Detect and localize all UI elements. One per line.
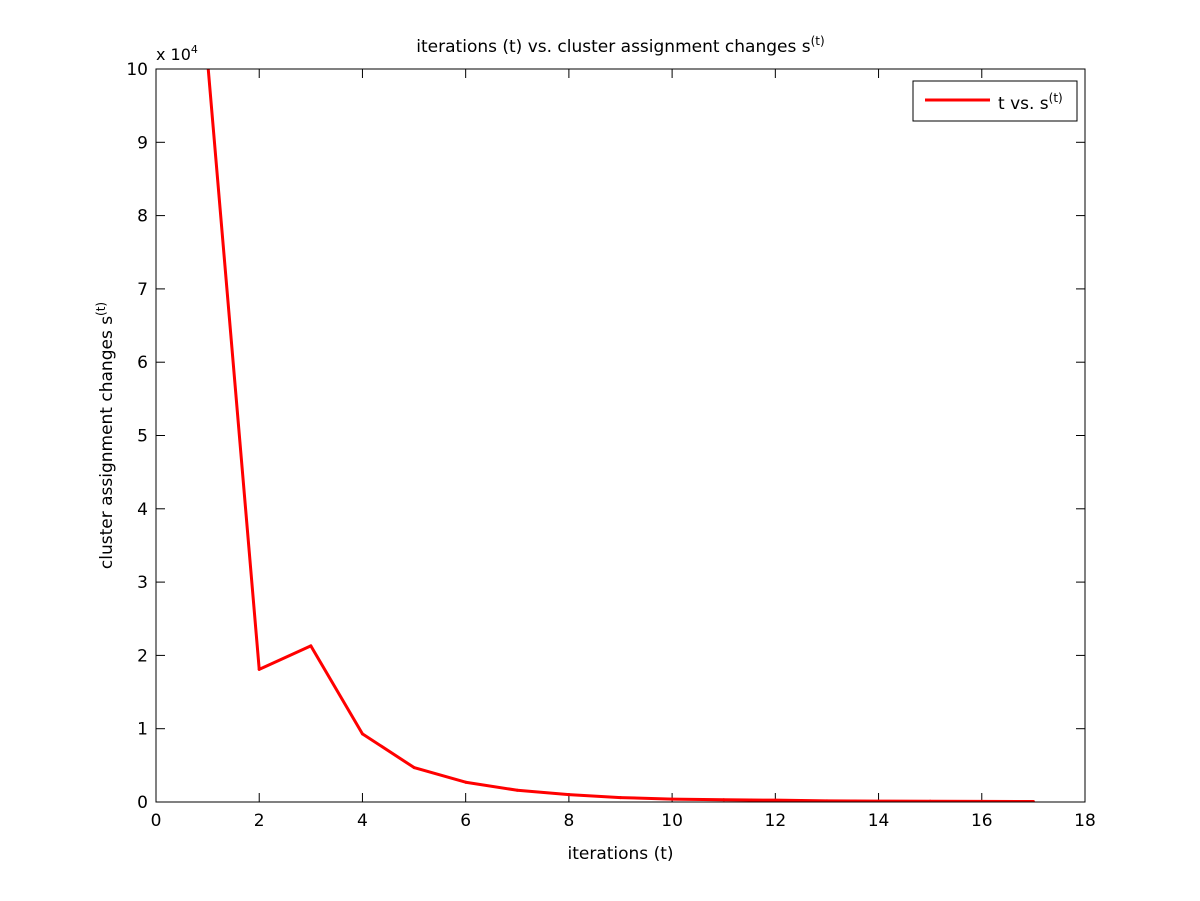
chart-title-superscript: (t) (811, 34, 825, 48)
chart-title: iterations (t) vs. cluster assignment ch… (416, 34, 824, 57)
legend: t vs. s(t) (912, 80, 1078, 122)
y-tick-label: 8 (137, 207, 148, 227)
x-tick-label: 0 (151, 811, 162, 831)
chart-title-main: iterations (t) vs. cluster assignment ch… (416, 37, 810, 57)
series-line-segment (360, 732, 416, 770)
y-tick-label: 10 (126, 60, 148, 80)
series-line-segment (257, 644, 313, 671)
series-layer (206, 69, 1035, 802)
series-group (206, 69, 1035, 802)
series-line-segment (670, 797, 726, 802)
x-tick-label: 4 (357, 811, 368, 831)
x-axis-label: iterations (t) (567, 844, 673, 864)
series-line-segment (412, 766, 468, 784)
series-line-segment (309, 644, 364, 736)
x-tick-label: 2 (254, 811, 265, 831)
series-line-segment (619, 796, 674, 801)
y-tick-label: 0 (137, 793, 148, 813)
legend-entry-label: t vs. s(t) (998, 91, 1063, 114)
x-tick-label: 16 (971, 811, 993, 831)
legend-entry-label-superscript: (t) (1049, 91, 1063, 105)
x-tick-label: 8 (563, 811, 574, 831)
plot-frame (155, 68, 1086, 803)
x-tick-label: 10 (661, 811, 683, 831)
y-tick-label: 5 (137, 427, 148, 447)
x-tick-label: 12 (765, 811, 787, 831)
legend-entry-label-main: t vs. s (998, 94, 1049, 114)
y-axis-label: cluster assignment changes s(t) (94, 302, 117, 569)
series-line-segment (567, 793, 622, 800)
y-axis-exponent: x 104 (156, 43, 198, 64)
x-tick-label: 6 (460, 811, 471, 831)
y-axis-exponent-power: 4 (191, 43, 198, 56)
y-tick-label: 7 (137, 280, 148, 300)
y-axis-label-main: cluster assignment changes s (97, 316, 117, 569)
y-axis-label-superscript: (t) (94, 302, 108, 316)
series-line-segment (206, 69, 261, 671)
x-tick-label: 18 (1074, 811, 1096, 831)
y-tick-label: 2 (137, 646, 148, 666)
series-line-segment (464, 780, 519, 792)
plot-area (156, 69, 1085, 802)
series-line-segment (773, 798, 829, 802)
y-tick-label: 6 (137, 353, 148, 373)
y-tick-label: 1 (137, 720, 148, 740)
y-axis-exponent-prefix: x 10 (156, 45, 191, 64)
x-tick-label: 14 (868, 811, 890, 831)
axis-ticks (155, 68, 1086, 803)
y-tick-label: 3 (137, 573, 148, 593)
y-tick-label: 9 (137, 133, 148, 153)
y-tick-label: 4 (137, 500, 148, 520)
series-line-segment (515, 788, 571, 797)
